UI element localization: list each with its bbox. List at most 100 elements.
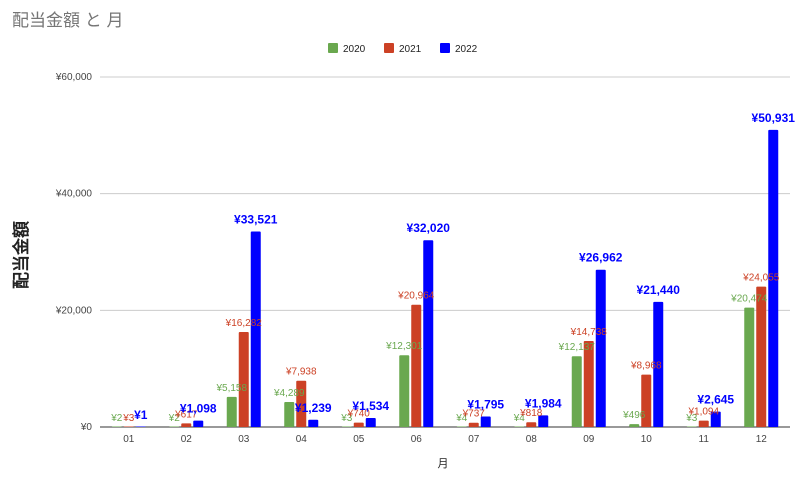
data-label-2021-08: ¥818 [519, 408, 543, 419]
data-label-2021-10: ¥8,968 [630, 361, 662, 372]
data-label-2020-11: ¥3 [685, 413, 698, 424]
bar-2020-09 [571, 356, 582, 427]
bar-2020-08 [514, 426, 525, 427]
data-label-2020-09: ¥12,137 [558, 342, 596, 353]
data-label-2022-01: ¥1 [134, 408, 148, 422]
bar-2022-11 [710, 411, 721, 427]
data-label-2021-04: ¥7,938 [285, 367, 317, 378]
x-tick-label: 05 [353, 434, 365, 445]
bar-2022-12 [768, 129, 779, 427]
data-label-2021-02: ¥617 [174, 409, 198, 420]
bar-2022-03 [250, 231, 261, 427]
bar-2022-08 [538, 415, 549, 427]
data-label-2022-08: ¥1,984 [525, 396, 562, 410]
y-tick-label: ¥20,000 [55, 305, 93, 316]
data-label-2022-10: ¥21,440 [637, 283, 681, 297]
bar-2020-01 [111, 426, 122, 427]
bar-2020-05 [341, 426, 352, 427]
data-label-2021-07: ¥737 [462, 409, 486, 420]
bar-2021-05 [353, 422, 364, 427]
legend-swatch-2021 [384, 43, 394, 53]
data-labels: ¥2 ¥2 ¥5,158 ¥4,289 ¥3 ¥12,301 ¥4 ¥4 ¥12,137 ¥496… [110, 111, 795, 424]
legend: 2020 2021 2022 [328, 43, 478, 55]
x-tick-label: 01 [123, 434, 135, 445]
x-tick-label: 03 [238, 434, 250, 445]
bar-2021-03 [238, 332, 249, 427]
data-label-2022-09: ¥26,962 [579, 251, 623, 265]
bar-2022-07 [480, 416, 491, 427]
data-label-2021-06: ¥20,964 [397, 291, 435, 302]
data-label-2021-11: ¥1,094 [687, 407, 719, 418]
data-label-2020-12: ¥20,474 [730, 294, 768, 305]
x-tick-label: 09 [583, 434, 595, 445]
bar-2021-01 [123, 426, 134, 427]
data-label-2020-06: ¥12,301 [385, 341, 423, 352]
bar-2021-11 [698, 420, 709, 427]
bar-2021-02 [181, 423, 192, 427]
y-tick-label: ¥40,000 [55, 189, 93, 200]
x-axis-ticks: 01 02 03 04 05 06 07 08 09 10 11 12 [123, 434, 767, 445]
x-tick-label: 06 [411, 434, 423, 445]
legend-swatch-2022 [440, 43, 450, 53]
bar-2022-01 [135, 426, 146, 427]
y-tick-label: ¥60,000 [55, 72, 93, 83]
bar-2021-06 [411, 304, 422, 427]
bar-2020-02 [169, 426, 180, 427]
data-label-2022-02: ¥1,098 [180, 402, 217, 416]
x-tick-label: 11 [699, 434, 710, 445]
bar-2020-12 [744, 307, 755, 427]
x-tick-label: 10 [641, 434, 653, 445]
bar-2020-06 [399, 355, 410, 427]
bar-2021-12 [756, 286, 767, 427]
data-label-2022-06: ¥32,020 [407, 221, 451, 235]
data-label-2021-01: ¥3 [122, 413, 135, 424]
bar-2020-03 [226, 396, 237, 427]
data-label-2020-01: ¥2 [110, 413, 123, 424]
x-tick-label: 08 [526, 434, 538, 445]
bar-2021-10 [641, 374, 652, 427]
gridlines [100, 76, 790, 428]
legend-swatch-2020 [328, 43, 338, 53]
legend-label-2021: 2021 [399, 44, 422, 55]
data-label-2020-04: ¥4,289 [273, 388, 305, 399]
bar-2022-09 [595, 269, 606, 427]
x-tick-label: 02 [181, 434, 193, 445]
bar-2020-11 [686, 426, 697, 427]
bars [111, 129, 779, 427]
y-tick-label: ¥0 [80, 422, 93, 433]
data-label-2021-03: ¥16,282 [225, 318, 263, 329]
x-axis-title: 月 [438, 458, 449, 470]
data-label-2020-05: ¥3 [340, 413, 353, 424]
data-label-2022-04: ¥1,239 [295, 401, 332, 415]
bar-2020-07 [456, 426, 467, 427]
data-label-2020-08: ¥4 [513, 413, 526, 424]
bar-2022-04 [308, 419, 319, 427]
bar-2022-06 [423, 240, 434, 427]
data-label-2020-03: ¥5,158 [215, 383, 247, 394]
data-label-2022-05: ¥1,534 [352, 399, 389, 413]
bar-2020-10 [629, 424, 640, 427]
data-label-2022-07: ¥1,795 [467, 398, 504, 412]
bar-2020-04 [284, 401, 295, 427]
x-tick-label: 04 [296, 434, 308, 445]
bar-2021-07 [468, 422, 479, 427]
legend-label-2020: 2020 [343, 44, 366, 55]
data-label-2022-12: ¥50,931 [752, 111, 796, 125]
y-axis-title: 配当金額 [11, 221, 31, 289]
chart-title: 配当金額 と 月 [12, 11, 124, 30]
data-label-2021-12: ¥24,055 [742, 273, 780, 284]
bar-2021-08 [526, 422, 537, 427]
y-axis-ticks: ¥0 ¥20,000 ¥40,000 ¥60,000 [55, 72, 93, 433]
bar-2021-04 [296, 380, 307, 427]
data-label-2021-09: ¥14,738 [570, 327, 608, 338]
bar-2022-10 [653, 301, 664, 427]
data-label-2020-02: ¥2 [168, 413, 181, 424]
bar-2021-09 [583, 341, 594, 427]
x-tick-label: 07 [468, 434, 480, 445]
bar-2022-05 [365, 418, 376, 427]
bar-2022-02 [193, 420, 204, 427]
data-label-2022-11: ¥2,645 [697, 393, 734, 407]
x-tick-label: 12 [756, 434, 768, 445]
legend-label-2022: 2022 [455, 44, 478, 55]
data-label-2021-05: ¥740 [347, 409, 371, 420]
